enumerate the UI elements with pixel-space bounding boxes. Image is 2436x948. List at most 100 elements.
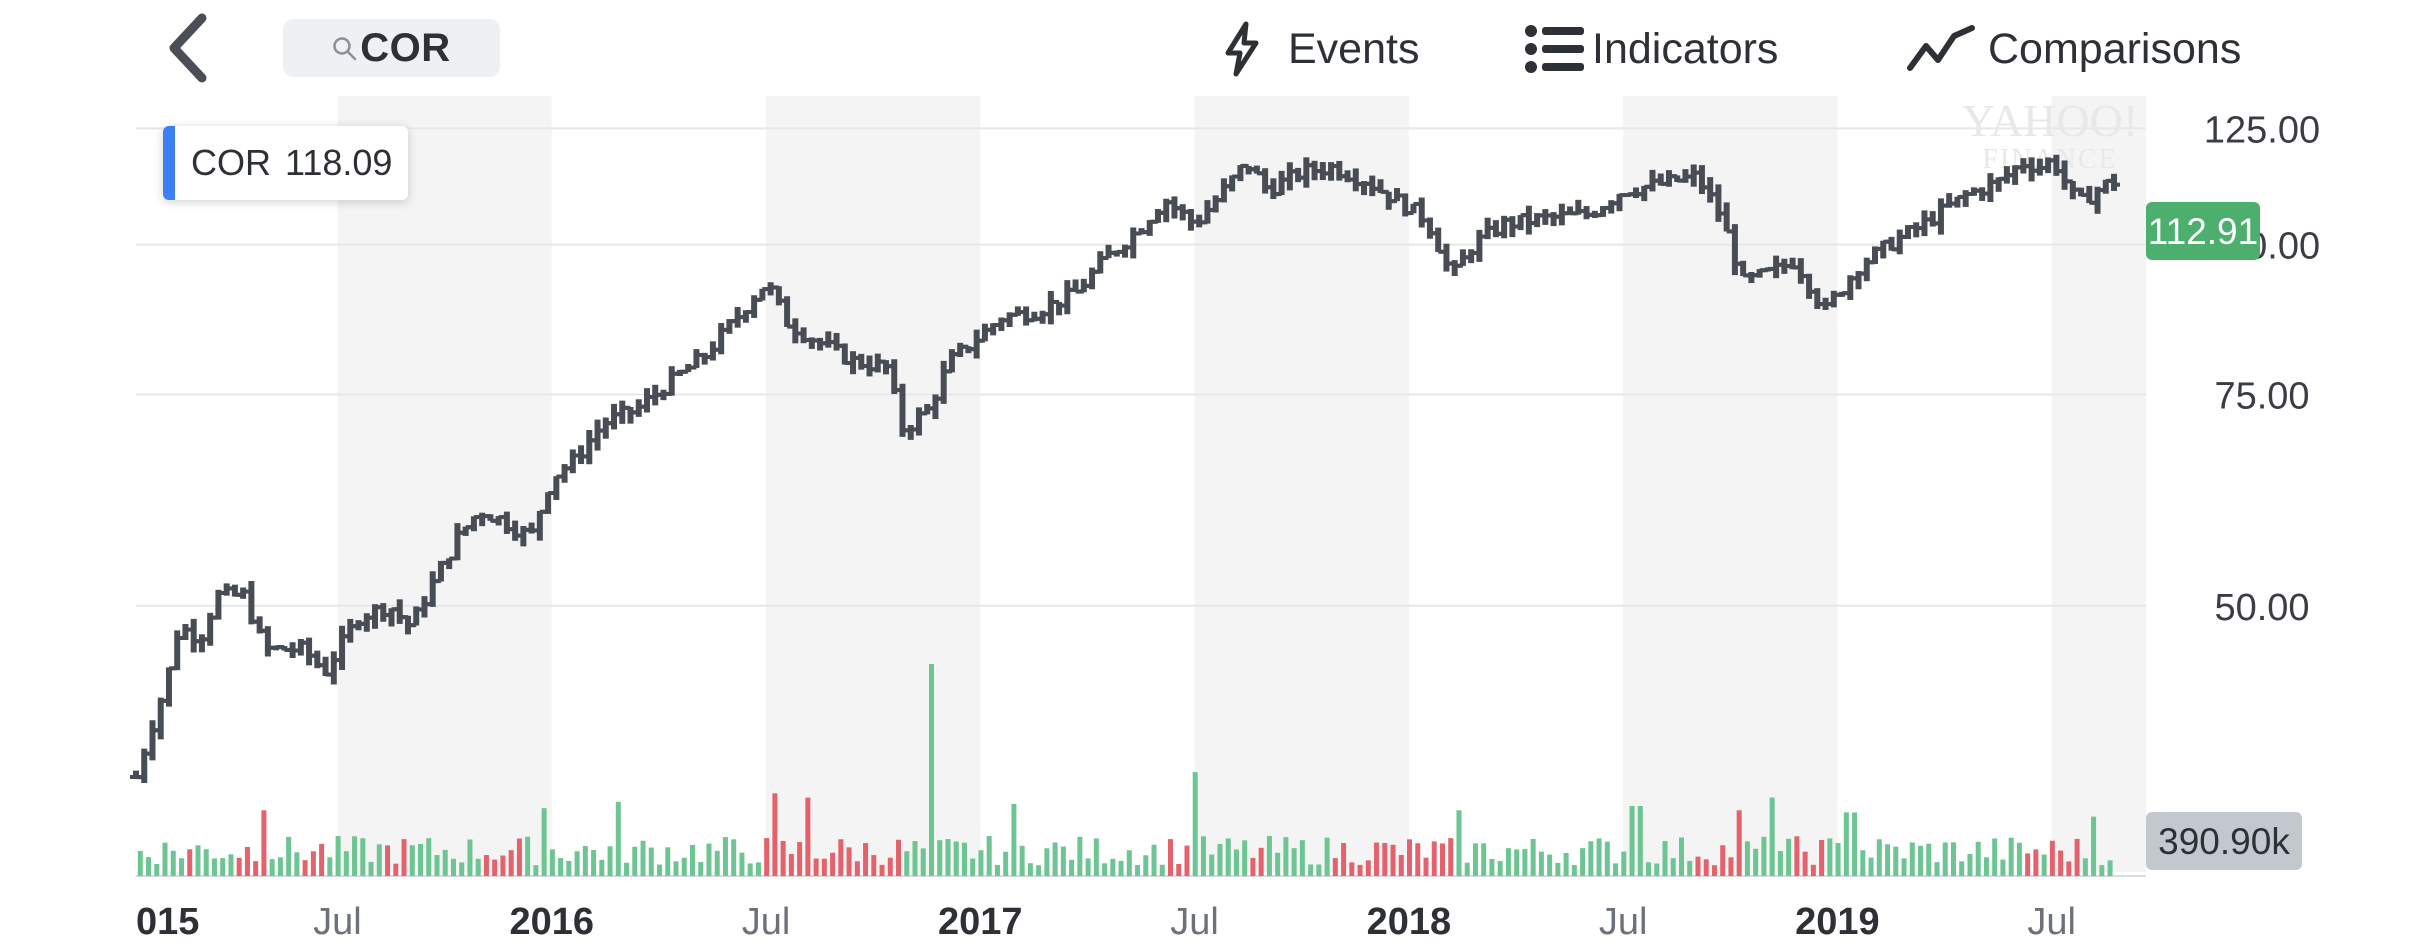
volume-bar-11	[228, 854, 234, 876]
last-volume-text: 390.90k	[2158, 821, 2290, 862]
volume-bar-89	[871, 855, 877, 876]
volume-bar-69	[706, 843, 712, 876]
volume-bar-9	[211, 858, 217, 876]
volume-bar-121	[1135, 865, 1141, 876]
volume-bar-111	[1052, 842, 1058, 876]
volume-bar-237	[2091, 816, 2097, 876]
volume-bar-24	[335, 836, 341, 876]
volume-bar-189	[1695, 856, 1701, 876]
x-tick-label-0: 015	[136, 901, 199, 943]
volume-bar-119	[1118, 860, 1124, 876]
band-1	[766, 96, 981, 872]
volume-bar-67	[689, 844, 695, 876]
volume-bar-60	[632, 846, 638, 876]
volume-bar-203	[1810, 864, 1816, 876]
volume-bar-32	[401, 839, 407, 876]
volume-bar-15	[261, 810, 267, 876]
x-axis: 015 Jul 2016 Jul 2017 Jul 2018 Jul 2019 Jul	[136, 901, 2076, 943]
volume-bar-19	[294, 852, 300, 876]
volume-bar-159	[1448, 838, 1454, 876]
volume-bar-44	[500, 855, 506, 876]
volume-bar-95	[920, 848, 926, 876]
volume-bar-112	[1060, 846, 1066, 876]
list-icon	[1525, 25, 1584, 73]
volume-bar-219	[1942, 842, 1948, 876]
volume-bar-6	[187, 849, 193, 876]
volume-bar-66	[681, 857, 687, 876]
volume-bar-210	[1868, 857, 1874, 876]
volume-bar-104	[994, 864, 1000, 876]
comparisons-button[interactable]: Comparisons	[1906, 18, 2241, 80]
volume-bar-207	[1843, 812, 1849, 876]
chevron-left-icon[interactable]	[160, 12, 220, 84]
events-button[interactable]: Events	[1222, 18, 1419, 80]
x-tick-label-3: Jul	[742, 901, 791, 943]
volume-bar-84	[830, 852, 836, 876]
volume-bar-232	[2049, 840, 2055, 876]
x-tick-label-5: Jul	[1170, 901, 1219, 943]
volume-bar-68	[698, 861, 704, 876]
volume-bar-216	[1918, 845, 1924, 876]
value-badges: 112.91 390.90k	[2146, 202, 2302, 870]
volume-bar-30	[385, 845, 391, 876]
volume-bar-188	[1687, 860, 1693, 876]
volume-bar-132	[1225, 838, 1231, 876]
x-tick-label-8: 2019	[1795, 901, 1880, 943]
volume-bar-122	[1143, 855, 1149, 876]
volume-bar-192	[1720, 845, 1726, 876]
volume-bar-146	[1341, 843, 1347, 876]
volume-bar-161	[1464, 862, 1470, 876]
indicators-button[interactable]: Indicators	[1524, 18, 1778, 80]
volume-bar-229	[2025, 853, 2031, 876]
volume-bar-21	[310, 851, 316, 876]
volume-bar-20	[302, 860, 308, 876]
volume-bar-231	[2041, 854, 2047, 876]
volume-bar-75	[755, 862, 761, 876]
volume-bar-96	[928, 664, 934, 876]
volume-bar-220	[1950, 842, 1956, 876]
volume-bar-56	[599, 859, 605, 876]
volume-bar-71	[722, 837, 728, 876]
volume-bar-31	[393, 863, 399, 876]
volume-bar-47	[525, 836, 531, 876]
volume-bar-79	[788, 854, 794, 876]
volume-bar-22	[319, 843, 325, 876]
volume-bar-170	[1538, 851, 1544, 876]
volume-bar-196	[1753, 848, 1759, 876]
volume-bar-217	[1926, 843, 1932, 876]
volume-bar-187	[1678, 837, 1684, 876]
volume-bar-101	[970, 858, 976, 876]
top-toolbar: COR Events Indicators Comparisons	[0, 0, 2436, 96]
volume-bar-136	[1258, 847, 1264, 876]
volume-bar-235	[2074, 838, 2080, 876]
volume-bar-53	[574, 851, 580, 876]
volume-bar-8	[203, 849, 209, 876]
volume-bar-55	[591, 850, 597, 876]
volume-bar-147	[1349, 862, 1355, 876]
volume-bar-167	[1514, 849, 1520, 876]
volume-bar-26	[352, 836, 358, 876]
volume-bar-228	[2016, 842, 2022, 876]
volume-bar-164	[1489, 858, 1495, 876]
volume-bar-39	[459, 862, 465, 876]
last-volume-badge	[2146, 812, 2302, 870]
volume-bar-198	[1769, 797, 1775, 876]
volume-bar-124	[1159, 864, 1165, 876]
volume-bar-128	[1192, 772, 1198, 876]
volume-bar-41	[475, 858, 481, 876]
symbol-search-pill[interactable]: COR	[283, 19, 500, 77]
price-tooltip: COR 118.09	[163, 126, 409, 200]
search-symbol-text: COR	[360, 25, 451, 70]
volume-bar-212	[1885, 844, 1891, 876]
volume-bar-3	[162, 842, 168, 876]
comparisons-label: Comparisons	[1988, 24, 2242, 73]
volume-bar-43	[492, 859, 498, 876]
volume-bar-46	[516, 838, 522, 876]
volume-bar-70	[714, 850, 720, 876]
volume-bar-86	[846, 847, 852, 876]
volume-bar-151	[1382, 842, 1388, 876]
volume-bar-162	[1472, 843, 1478, 876]
volume-bar-236	[2082, 858, 2088, 876]
volume-bar-157	[1431, 841, 1437, 876]
